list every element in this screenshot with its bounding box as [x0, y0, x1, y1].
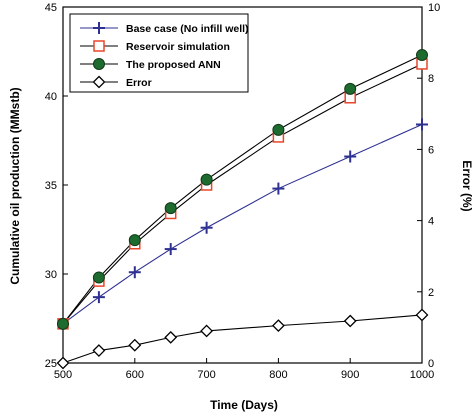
- data-point-series-3: [415, 308, 429, 322]
- left-tick-label: 40: [45, 91, 57, 103]
- legend-marker: [93, 40, 105, 52]
- bottom-tick-label: 500: [54, 369, 72, 381]
- bottom-tick-label: 900: [341, 369, 359, 381]
- bottom-tick-label: 800: [269, 369, 287, 381]
- data-point-series-3: [92, 344, 106, 357]
- legend-label: Base case (No infill well): [126, 23, 249, 35]
- right-tick-label: 6: [428, 144, 434, 156]
- series-line-2: [62, 54, 423, 325]
- legend-label: Reservoir simulation: [126, 41, 230, 53]
- data-point-series-2: [416, 49, 428, 62]
- left-tick-label: 25: [45, 358, 57, 370]
- bottom-tick-label: 1000: [410, 369, 434, 381]
- data-point-series-3: [343, 314, 357, 328]
- bottom-axis-ticks: 500 600 700 800 900 1000: [54, 358, 434, 381]
- data-point-series-2: [164, 202, 177, 215]
- series-line-1: [62, 63, 423, 325]
- data-point-series-2: [92, 271, 105, 284]
- right-tick-label: 2: [428, 287, 434, 299]
- data-point-series-0: [272, 182, 285, 195]
- data-point-series-0: [416, 118, 428, 131]
- data-point-series-2: [344, 82, 357, 95]
- right-axis-ticks: 0 2 4 6 8 10: [417, 2, 440, 370]
- data-point-series-3: [164, 330, 178, 344]
- x-axis-title: Time (Days): [210, 398, 278, 412]
- data-point-series-3: [56, 356, 70, 370]
- data-point-series-2: [128, 234, 141, 247]
- series-line-0: [62, 123, 423, 325]
- y-axis-title-right: Error (%): [460, 160, 474, 211]
- left-tick-label: 45: [45, 2, 57, 14]
- left-tick-label: 30: [45, 269, 57, 281]
- data-point-series-3: [271, 319, 285, 333]
- legend-marker: [93, 22, 105, 34]
- series-layer: [56, 49, 429, 370]
- legend-label: The proposed ANN: [126, 59, 221, 71]
- right-tick-label: 8: [428, 73, 434, 85]
- left-tick-label: 35: [45, 180, 57, 192]
- data-point-series-2: [272, 123, 285, 136]
- y-axis-title-left: Cumulative oil production (MMstb): [8, 87, 22, 284]
- data-point-series-0: [128, 266, 141, 279]
- legend-marker: [93, 58, 105, 70]
- data-point-series-0: [92, 291, 105, 304]
- right-tick-label: 4: [428, 216, 434, 228]
- legend-marker: [92, 75, 106, 89]
- left-axis-ticks: 25 30 35 40 45: [45, 2, 68, 370]
- data-point-series-3: [128, 338, 142, 352]
- data-point-series-2: [200, 173, 213, 186]
- right-tick-label: 0: [428, 358, 434, 370]
- series-line-3: [62, 314, 423, 364]
- right-tick-label: 10: [428, 2, 440, 14]
- data-point-series-0: [164, 243, 177, 256]
- legend-label: Error: [126, 77, 152, 89]
- data-point-series-3: [200, 324, 214, 338]
- data-point-series-2: [57, 317, 69, 330]
- data-point-series-0: [344, 150, 357, 163]
- legend: Base case (No infill well) Reservoir simu…: [69, 13, 249, 93]
- data-point-series-0: [200, 221, 213, 234]
- bottom-tick-label: 600: [126, 369, 144, 381]
- bottom-tick-label: 700: [197, 369, 215, 381]
